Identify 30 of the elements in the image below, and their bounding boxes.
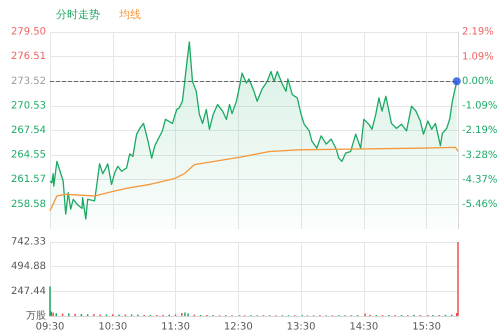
- y2-tick-label: 0.00%: [462, 76, 494, 87]
- y-tick-label: 270.53: [11, 100, 46, 112]
- line-series: [49, 146, 459, 212]
- text: 分时走势: [56, 8, 100, 21]
- x-tick-label: 11:30: [161, 322, 190, 332]
- x-tick-label: 13:30: [286, 322, 316, 332]
- y-tick-label: 273.52: [11, 76, 46, 87]
- x-tick-label: 12:30: [224, 322, 253, 332]
- y2-tick-label: -5.46%: [462, 198, 498, 210]
- y-tick-label: 247.44: [11, 286, 46, 297]
- x-tick-label: 10:30: [98, 322, 128, 332]
- y2-tick-label: 1.09%: [462, 51, 494, 62]
- y-tick-label: 279.50: [11, 26, 46, 38]
- y-tick-label: 742.33: [11, 236, 46, 248]
- y-tick-label: 267.54: [11, 125, 46, 136]
- y2-tick-label: -3.28%: [462, 150, 498, 161]
- y-tick-label: 276.51: [11, 51, 46, 62]
- y2-tick-label: -1.09%: [462, 100, 498, 112]
- x-tick-label: 14:30: [349, 322, 378, 332]
- y-tick-label: 258.58: [11, 198, 46, 210]
- text: 均线: [118, 8, 141, 21]
- y-tick-label: 494.88: [11, 261, 46, 272]
- y2-tick-label: -2.19%: [462, 125, 498, 136]
- x-tick-label: 15:30: [412, 322, 442, 332]
- y-tick-label: 万股: [26, 310, 46, 322]
- y2-tick-label: -4.37%: [462, 174, 498, 186]
- y-tick-label: 261.57: [11, 174, 46, 186]
- y-tick-label: 264.55: [11, 150, 46, 161]
- y2-tick-label: 2.19%: [462, 26, 494, 38]
- x-tick-label: 09:30: [36, 322, 64, 332]
